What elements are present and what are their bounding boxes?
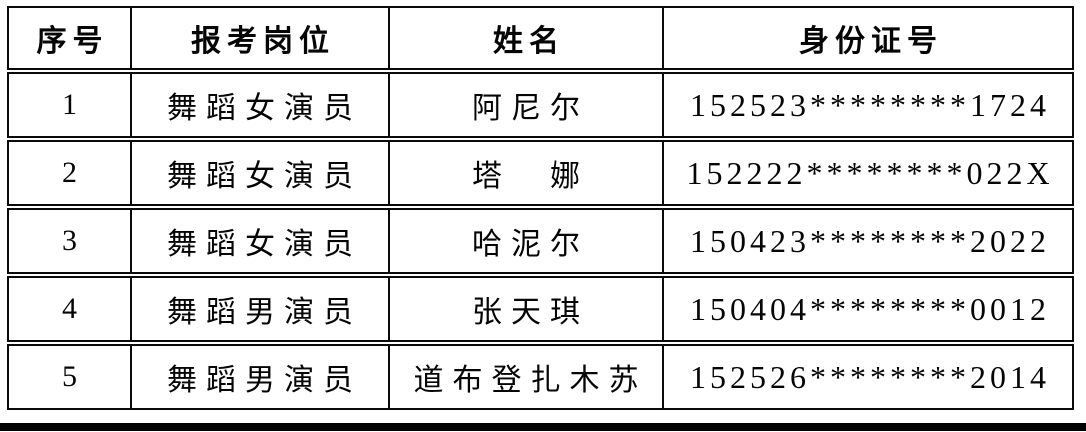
cell-id-number: 152526********2014	[662, 346, 1072, 408]
cell-position: 舞蹈女演员	[130, 74, 388, 136]
cell-name: 阿尼尔	[388, 74, 662, 136]
table-row: 4 舞蹈男演员 张天琪 150404********0012	[7, 276, 1074, 342]
cell-id-number: 150423********2022	[662, 210, 1072, 272]
col-header-id-number: 身份证号	[662, 8, 1072, 68]
cell-serial: 4	[62, 292, 77, 325]
table-row: 2 舞蹈女演员 塔 娜 152222********022X	[7, 140, 1074, 206]
cell-id-number: 152523********1724	[662, 74, 1072, 136]
cell-name: 道布登扎木苏	[388, 346, 662, 408]
cell-id-number: 152222********022X	[662, 142, 1072, 204]
col-header-position: 报考岗位	[130, 8, 388, 68]
col-header-name: 姓名	[388, 8, 662, 68]
applicant-table: 序号 报考岗位 姓名 身份证号 1 舞蹈女演员 阿尼尔 152523******…	[7, 6, 1074, 410]
table-header-row: 序号 报考岗位 姓名 身份证号	[7, 6, 1074, 70]
cell-position: 舞蹈男演员	[130, 278, 388, 340]
cell-serial: 1	[62, 88, 77, 121]
col-header-serial: 序号	[36, 25, 109, 58]
table-row: 5 舞蹈男演员 道布登扎木苏 152526********2014	[7, 344, 1074, 410]
table-row: 3 舞蹈女演员 哈泥尔 150423********2022	[7, 208, 1074, 274]
cell-name: 哈泥尔	[388, 210, 662, 272]
cell-name: 张天琪	[388, 278, 662, 340]
page-bottom-rule	[0, 423, 1086, 431]
cell-id-number: 150404********0012	[662, 278, 1072, 340]
cell-position: 舞蹈女演员	[130, 142, 388, 204]
cell-serial: 5	[62, 360, 77, 393]
cell-serial: 2	[62, 156, 77, 189]
cell-position: 舞蹈男演员	[130, 346, 388, 408]
cell-serial: 3	[62, 224, 77, 257]
table-row: 1 舞蹈女演员 阿尼尔 152523********1724	[7, 72, 1074, 138]
cell-name: 塔 娜	[388, 142, 662, 204]
cell-position: 舞蹈女演员	[130, 210, 388, 272]
